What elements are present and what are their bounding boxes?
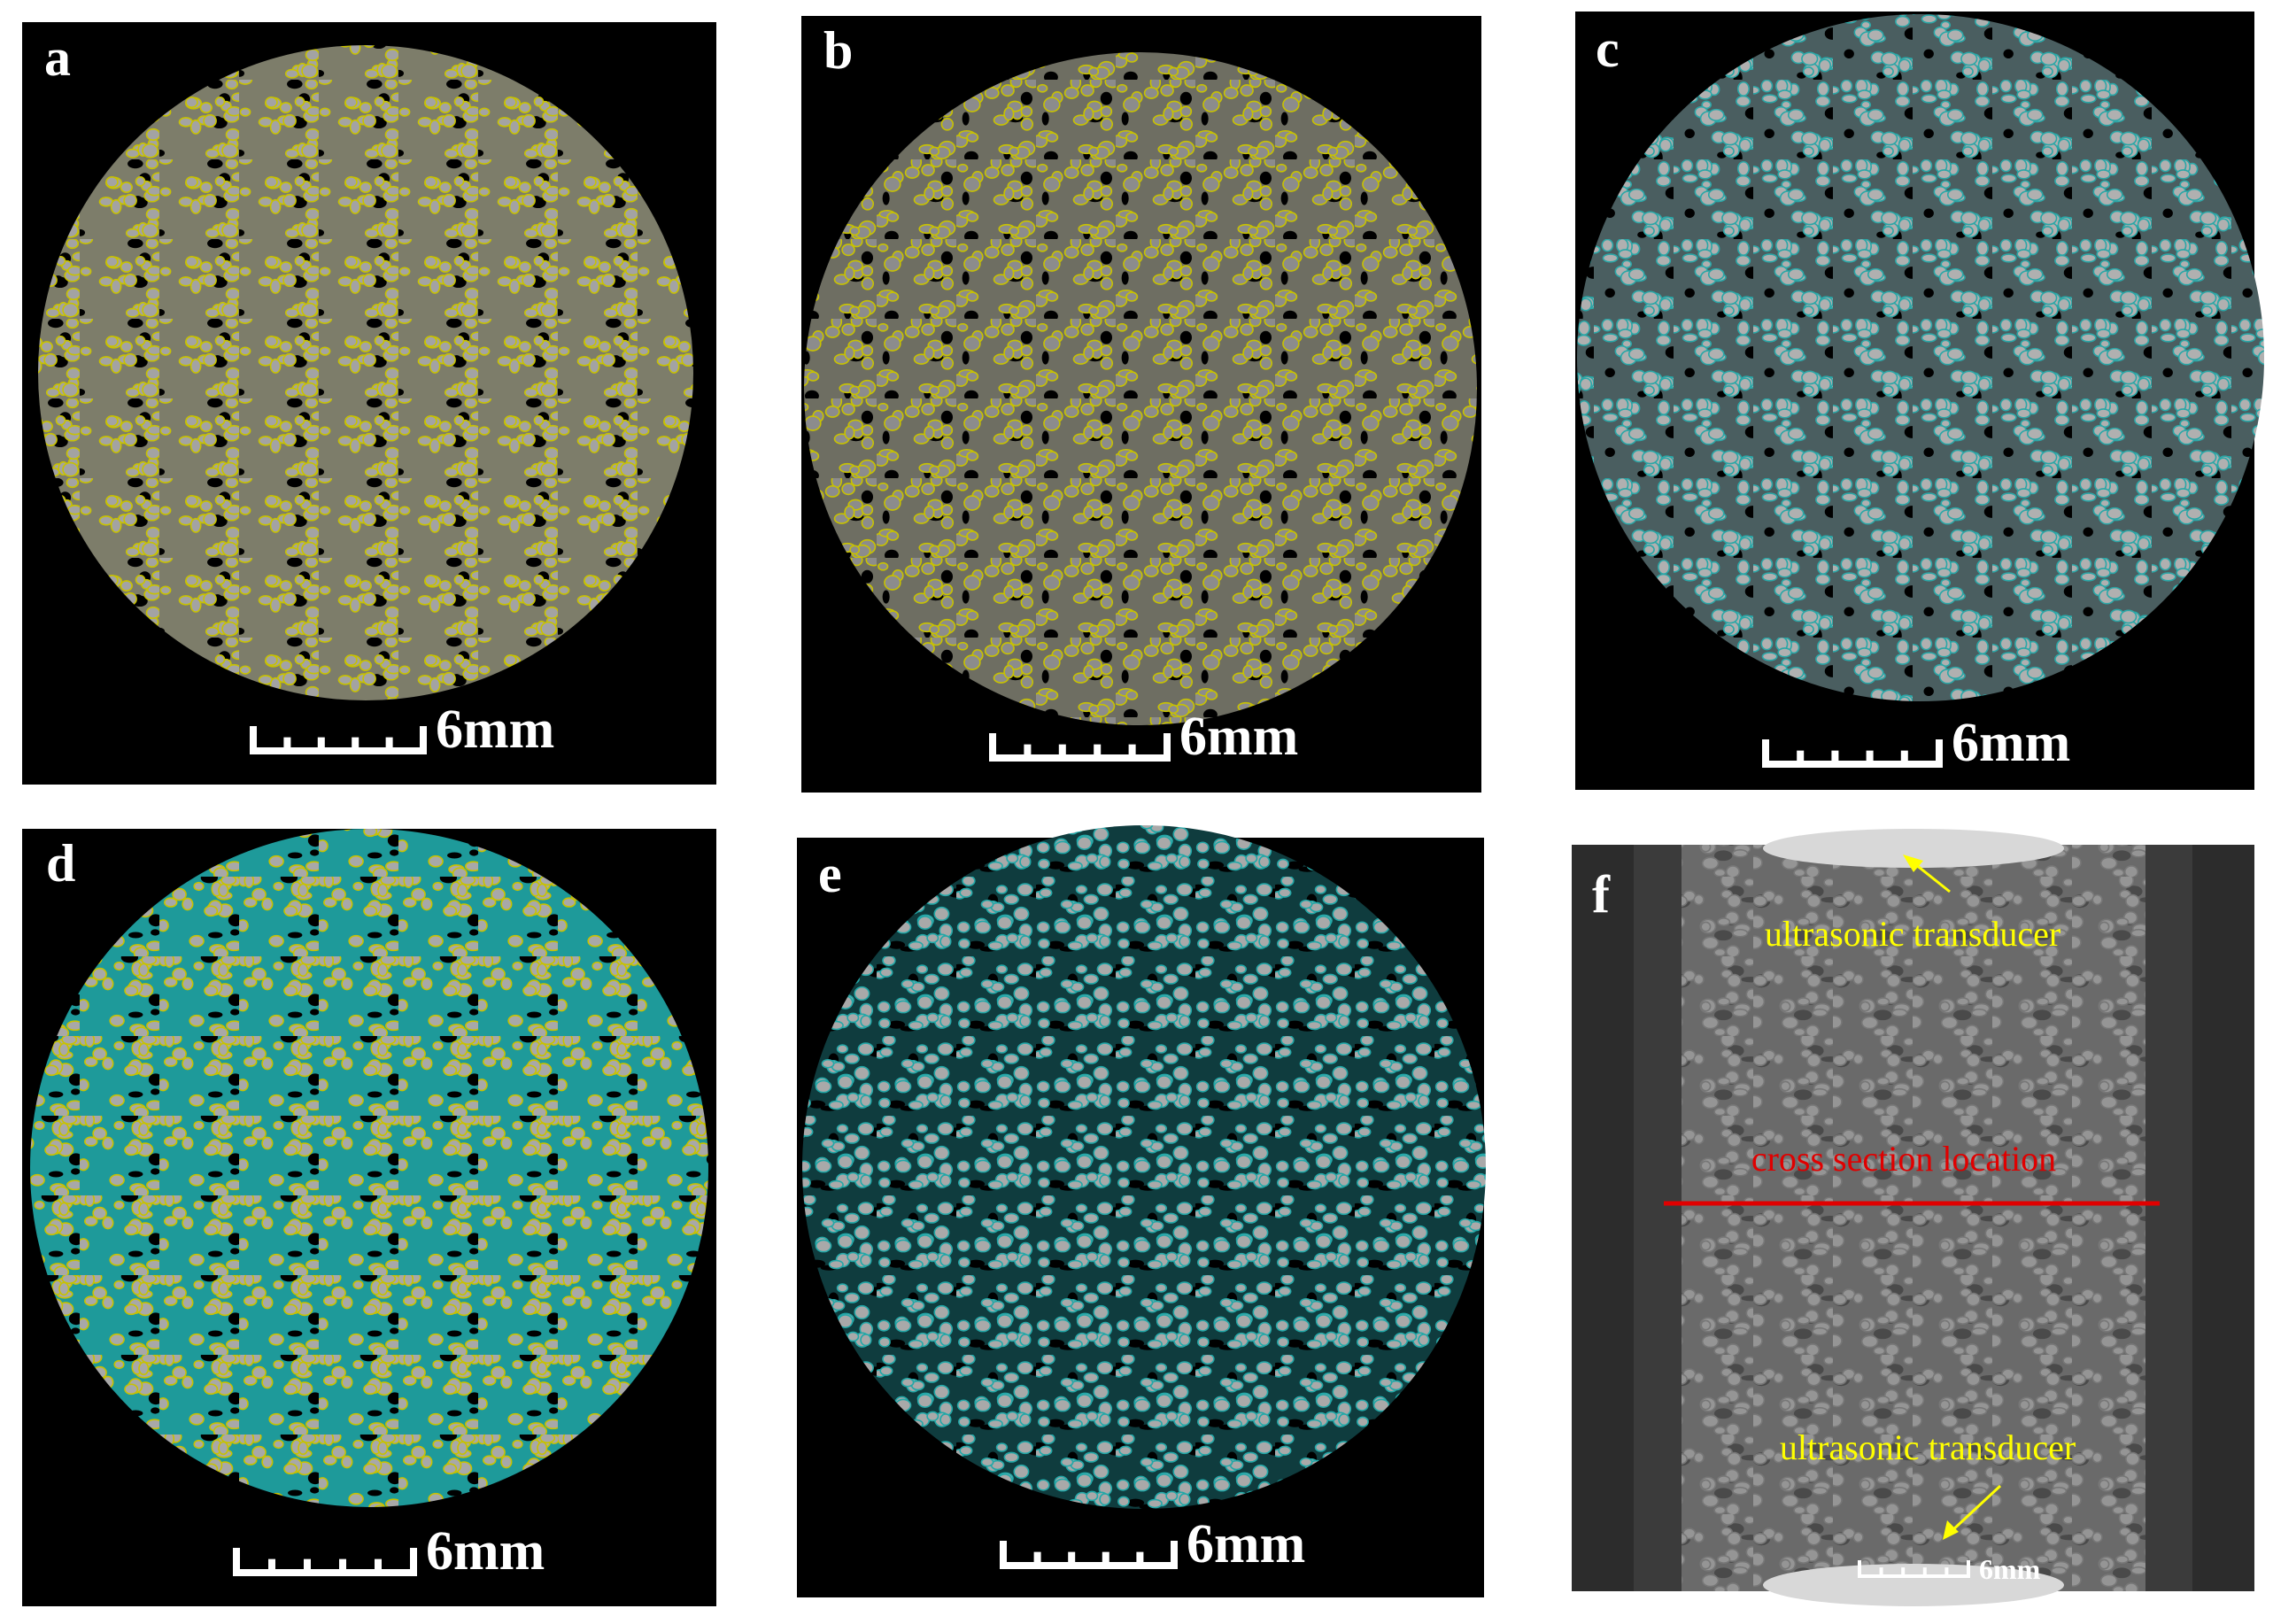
panel: a 6mm [22,22,716,785]
panel: c 6mm [1575,12,2264,790]
ct-slice [1577,14,2264,701]
annotation: cross section location [1751,1139,2056,1179]
transducer [1763,1564,2064,1606]
panel: f ultrasonic transducer cross section loca… [1572,829,2254,1606]
scale-bar [1000,1541,1178,1569]
panel-label: c [1596,19,1620,78]
panel-label: e [818,845,842,903]
scale-bar [1762,739,1943,768]
arrow-head [1903,855,1923,872]
arrow [1949,1484,2002,1534]
scale-label: 6mm [426,1521,545,1581]
ct-slice [30,829,708,1507]
scale-label: 6mm [1952,713,2070,773]
transducer [1763,829,2064,868]
ct-slice [38,45,693,700]
sample-column [1682,845,2145,1591]
panel-label: a [44,28,71,87]
annotation: ultrasonic transducer [1780,1427,2076,1467]
panel-label: d [46,834,75,893]
scale-bar [250,726,427,754]
scale-bar [233,1548,417,1576]
side-shade [1572,845,1634,1591]
panel-label: b [823,21,853,80]
side-shade [2192,845,2254,1591]
panel-label: f [1592,865,1611,924]
scale-bar [989,733,1171,762]
ct-slice [802,825,1486,1509]
scale-label: 6mm [1979,1553,2041,1585]
panel: d 6mm [22,829,716,1606]
scale-label: 6mm [436,700,554,760]
scale-bar [1858,1560,1970,1578]
annotation: ultrasonic transducer [1765,914,2060,954]
ct-slice [804,52,1477,725]
panel: b 6mm [801,16,1481,793]
arrow-head [1943,1520,1959,1540]
scale-label: 6mm [1179,707,1298,767]
panel: e 6mm [797,825,1486,1597]
scale-label: 6mm [1187,1514,1305,1574]
